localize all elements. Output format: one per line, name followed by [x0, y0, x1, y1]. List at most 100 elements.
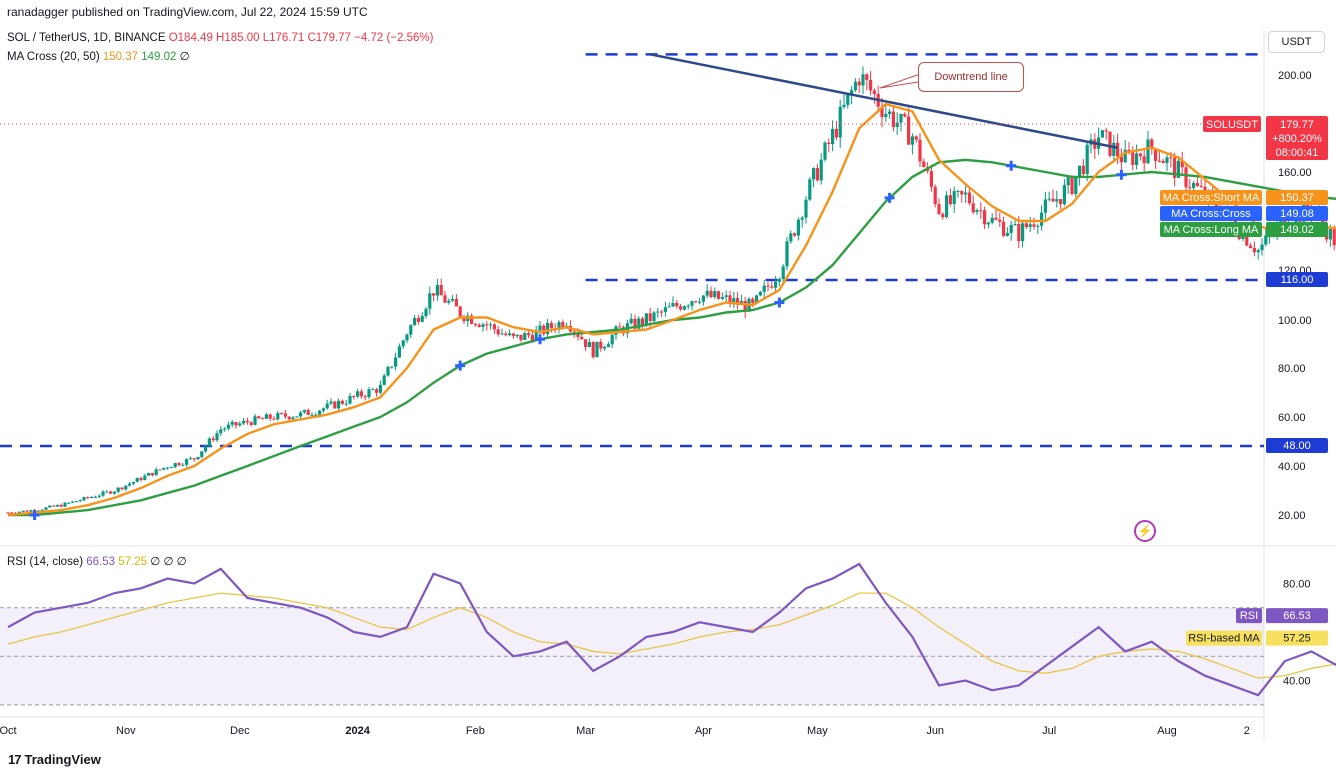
candle-body: [93, 496, 97, 498]
time-tick-label: Jul: [1042, 725, 1056, 737]
candle-body: [610, 334, 614, 345]
candle-body: [1043, 199, 1047, 213]
candle-body: [793, 233, 797, 236]
candle-body: [276, 413, 280, 420]
candle-body: [1040, 212, 1044, 226]
candle-body: [188, 458, 192, 460]
candle-body: [572, 331, 576, 333]
candle-body: [914, 136, 918, 140]
candle-body: [6, 512, 10, 514]
candle-body: [755, 295, 759, 303]
candle-body: [219, 429, 223, 434]
price-tick-label: 20.00: [1278, 510, 1306, 522]
candle-body: [895, 122, 899, 127]
candle-body: [903, 113, 907, 117]
candle-body: [306, 409, 310, 415]
candle-body: [386, 367, 390, 376]
candle-body: [701, 295, 705, 302]
candle-body: [865, 74, 869, 80]
candle-body: [348, 395, 352, 404]
candle-body: [295, 416, 299, 418]
candle-body: [618, 326, 622, 328]
flash-icon[interactable]: ⚡: [1134, 520, 1156, 542]
candle-body: [815, 168, 819, 181]
ma-label-1-bg: [1160, 206, 1262, 221]
candle-body: [648, 313, 652, 321]
candle-body: [675, 302, 679, 307]
candle-body: [819, 159, 823, 181]
candle-body: [1264, 235, 1268, 245]
candle-body: [1188, 187, 1192, 189]
candle-body: [850, 90, 854, 94]
candle-body: [485, 324, 489, 326]
candle-body: [690, 301, 694, 306]
symbol-price-tag: SOLUSDT: [1206, 119, 1258, 131]
candle-body: [473, 323, 477, 325]
candle-body: [363, 396, 367, 398]
candle-body: [1161, 160, 1165, 164]
time-tick-label: Nov: [116, 725, 136, 737]
ma-value-1-bg: [1266, 206, 1328, 221]
symbol-title[interactable]: SOL / TetherUS, 1D, BINANCE: [7, 32, 166, 44]
candle-body: [979, 210, 983, 212]
candle-body: [215, 433, 219, 441]
candle-body: [796, 219, 800, 236]
candle-body: [846, 93, 850, 105]
candle-body: [1169, 157, 1173, 159]
tradingview-logo-icon: 17: [8, 752, 22, 767]
candle-body: [1119, 156, 1123, 163]
time-tick-label: May: [807, 725, 828, 737]
currency-button[interactable]: USDT: [1268, 31, 1325, 53]
candle-body: [694, 301, 698, 303]
candle-body: [253, 416, 257, 425]
candle-body: [401, 340, 405, 347]
level-value-116-bg: [1266, 272, 1328, 287]
candle-body: [447, 300, 451, 303]
candle-body: [1180, 160, 1184, 168]
last-price-line-1: +800.20%: [1272, 133, 1322, 145]
ma-label-2: MA Cross:Long MA: [1164, 224, 1259, 236]
candle-body: [964, 192, 968, 195]
candle-body: [63, 502, 67, 507]
candle-body: [511, 333, 515, 337]
candle-body: [986, 222, 990, 225]
level-value-116: 116.00: [1281, 274, 1314, 286]
candle-body: [922, 161, 926, 168]
ma-cross-marker: [884, 192, 895, 203]
downtrend-callout: Downtrend line: [918, 62, 1024, 92]
candle-body: [1150, 139, 1154, 149]
candle-body: [975, 210, 979, 213]
ma-cross-marker: [774, 297, 785, 308]
candle-body: [1051, 198, 1055, 202]
published-note: ranadagger published on TradingView.com,…: [7, 5, 368, 19]
ma-label-0: MA Cross:Short MA: [1163, 192, 1260, 204]
ma-value-0-bg: [1266, 190, 1328, 205]
ma-label-1: MA Cross:Cross: [1171, 208, 1251, 220]
candle-body: [382, 375, 386, 385]
rsi-ma-axis-label: RSI-based MA: [1188, 633, 1260, 645]
candle-body: [283, 413, 287, 417]
ma-label[interactable]: MA Cross (20, 50): [7, 51, 100, 63]
candle-body: [432, 293, 436, 296]
candle-body: [827, 142, 831, 145]
candle-body: [59, 504, 63, 507]
candle-body: [439, 284, 443, 296]
candle-body: [603, 346, 607, 349]
candle-body: [17, 511, 21, 514]
candle-body: [166, 467, 170, 469]
candle-body: [192, 458, 196, 460]
rsi-label[interactable]: RSI (14, close): [7, 556, 84, 568]
candle-body: [1256, 250, 1260, 253]
candle-body: [857, 81, 861, 86]
candle-body: [872, 90, 876, 94]
candle-body: [299, 412, 303, 417]
candle-body: [352, 395, 356, 397]
candle-body: [808, 179, 812, 200]
candle-body: [1104, 130, 1108, 132]
candle-body: [371, 389, 375, 391]
tradingview-logo[interactable]: 17 TradingView: [8, 752, 101, 767]
candle-body: [945, 195, 949, 218]
candle-body: [667, 306, 671, 308]
candle-body: [891, 111, 895, 127]
